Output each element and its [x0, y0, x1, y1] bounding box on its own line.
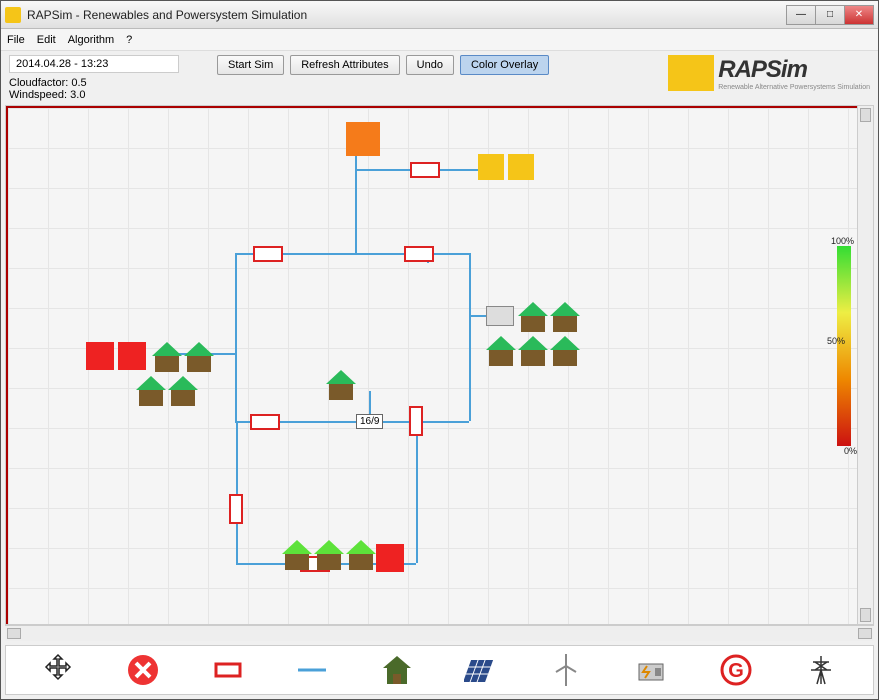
power-node[interactable] [478, 154, 504, 180]
generator-node[interactable] [486, 306, 514, 326]
simulation-canvas[interactable]: 100% 50% 0% 16/9 [6, 106, 857, 624]
house-node[interactable] [518, 302, 548, 332]
logo-subtitle: Renewable Alternative Powersystems Simul… [718, 84, 870, 91]
wind-tool[interactable] [546, 650, 586, 690]
connector-box[interactable] [250, 414, 280, 430]
connector-box[interactable] [404, 246, 434, 262]
color-legend: 100% 50% 0% [831, 236, 857, 456]
house-node[interactable] [550, 302, 580, 332]
box-tool[interactable] [208, 650, 248, 690]
wire[interactable] [469, 315, 471, 421]
house-node[interactable] [550, 336, 580, 366]
vertical-scrollbar[interactable] [857, 106, 873, 624]
maximize-button[interactable]: □ [815, 5, 845, 25]
menubar: File Edit Algorithm ? [1, 29, 878, 51]
content-area: 100% 50% 0% 16/9 [5, 105, 874, 625]
connector-box[interactable] [410, 162, 440, 178]
titlebar: RAPSim - Renewables and Powersystem Simu… [1, 1, 878, 29]
house-node[interactable] [152, 342, 182, 372]
logo-text: RAPSim [718, 56, 870, 84]
house-tool[interactable] [377, 650, 417, 690]
solar-tool[interactable] [462, 650, 502, 690]
cloudfactor-label: Cloudfactor: 0.5 [9, 77, 179, 89]
power-node[interactable] [86, 342, 114, 370]
generator-tool[interactable] [631, 650, 671, 690]
toolbar: 2014.04.28 - 13:23 Cloudfactor: 0.5 Wind… [1, 51, 878, 105]
wire[interactable] [416, 421, 418, 563]
wire-tool[interactable] [292, 650, 332, 690]
connector-box[interactable] [409, 406, 423, 436]
datetime-display: 2014.04.28 - 13:23 [9, 55, 179, 73]
node-label: 16/9 [356, 414, 383, 429]
color-overlay-button[interactable]: Color Overlay [460, 55, 549, 75]
wire[interactable] [236, 421, 238, 563]
move-tool[interactable] [38, 650, 78, 690]
house-node[interactable] [518, 336, 548, 366]
house-node[interactable] [168, 376, 198, 406]
undo-button[interactable]: Undo [406, 55, 454, 75]
minimize-button[interactable]: — [786, 5, 816, 25]
tool-palette: G [5, 645, 874, 695]
windspeed-label: Windspeed: 3.0 [9, 89, 179, 101]
menu-file[interactable]: File [7, 34, 25, 46]
house-node[interactable] [486, 336, 516, 366]
menu-algorithm[interactable]: Algorithm [68, 34, 114, 46]
wire[interactable] [469, 253, 471, 315]
connector-box[interactable] [229, 494, 243, 524]
logo-icon [668, 55, 714, 91]
house-node[interactable] [136, 376, 166, 406]
house-node[interactable] [282, 540, 312, 570]
logo: RAPSim Renewable Alternative Powersystem… [668, 55, 870, 91]
svg-text:G: G [728, 660, 744, 682]
legend-100: 100% [831, 236, 857, 246]
delete-tool[interactable] [123, 650, 163, 690]
app-icon [5, 7, 21, 23]
power-node[interactable] [346, 122, 380, 156]
window-title: RAPSim - Renewables and Powersystem Simu… [27, 8, 787, 22]
power-node[interactable] [376, 544, 404, 572]
grid-gen-tool[interactable]: G [716, 650, 756, 690]
house-node[interactable] [314, 540, 344, 570]
wire[interactable] [235, 253, 237, 421]
house-node[interactable] [326, 370, 356, 400]
pylon-tool[interactable] [801, 650, 841, 690]
legend-50: 50% [827, 336, 845, 346]
power-node[interactable] [508, 154, 534, 180]
menu-help[interactable]: ? [126, 34, 132, 46]
wire[interactable] [416, 421, 469, 423]
power-node[interactable] [118, 342, 146, 370]
start-sim-button[interactable]: Start Sim [217, 55, 284, 75]
menu-edit[interactable]: Edit [37, 34, 56, 46]
house-node[interactable] [346, 540, 376, 570]
app-window: RAPSim - Renewables and Powersystem Simu… [0, 0, 879, 700]
refresh-button[interactable]: Refresh Attributes [290, 55, 399, 75]
wire[interactable] [355, 146, 357, 253]
connector-box[interactable] [253, 246, 283, 262]
close-button[interactable]: ✕ [844, 5, 874, 25]
legend-gradient [837, 246, 851, 446]
house-node[interactable] [184, 342, 214, 372]
legend-0: 0% [831, 446, 857, 456]
horizontal-scrollbar[interactable] [5, 625, 874, 641]
